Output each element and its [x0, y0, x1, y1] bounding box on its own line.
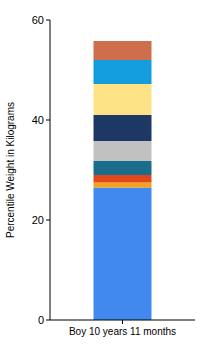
y-tick-label: 40: [32, 114, 44, 126]
bar-segment: [94, 84, 152, 115]
x-tick-label: Boy 10 years 11 months: [69, 326, 176, 337]
y-axis: [50, 20, 51, 320]
y-tick-label: 60: [32, 14, 44, 26]
y-tick: [46, 220, 50, 221]
y-axis-label: Percentile Weight in Kilograms: [5, 102, 16, 238]
x-axis: [50, 320, 195, 321]
y-tick: [46, 20, 50, 21]
y-tick: [46, 120, 50, 121]
chart: Boy 10 years 11 months 0 20 40 60 Percentile …: [0, 0, 200, 350]
bar-segment: [94, 60, 152, 84]
y-tick: [46, 320, 50, 321]
x-tick: [122, 320, 123, 324]
bar-segment: [94, 41, 152, 60]
bars: [94, 41, 152, 320]
bar-segment: [94, 161, 152, 175]
y-tick-label: 0: [38, 314, 44, 326]
y-tick-label: 20: [32, 214, 44, 226]
bar-segment: [94, 141, 152, 161]
bar-segment: [94, 115, 152, 141]
bar-segment: [94, 175, 152, 183]
bar-segment: [94, 188, 152, 321]
bar-segment: [94, 183, 152, 188]
